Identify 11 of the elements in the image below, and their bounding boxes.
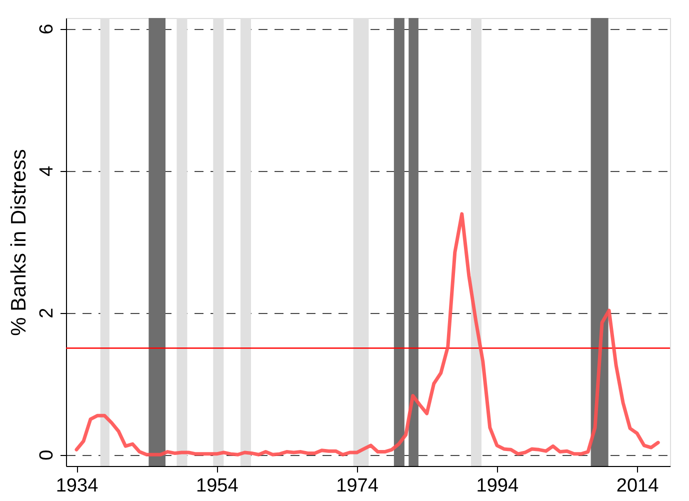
line-series: [74, 212, 660, 456]
y-tick-label: 6: [36, 24, 58, 34]
y-tick-label: 0: [36, 450, 58, 460]
y-tick-label: 2: [36, 308, 58, 318]
x-tick-label: 2014: [616, 476, 660, 496]
x-tick-label: 1934: [56, 476, 99, 496]
y-tick-label: 4: [36, 165, 58, 176]
x-tick-label: 1974: [336, 476, 379, 496]
x-tick-label: 1954: [196, 476, 239, 496]
y-axis-title: % Banks in Distress: [8, 149, 30, 336]
x-tick-label: 1994: [476, 476, 519, 496]
